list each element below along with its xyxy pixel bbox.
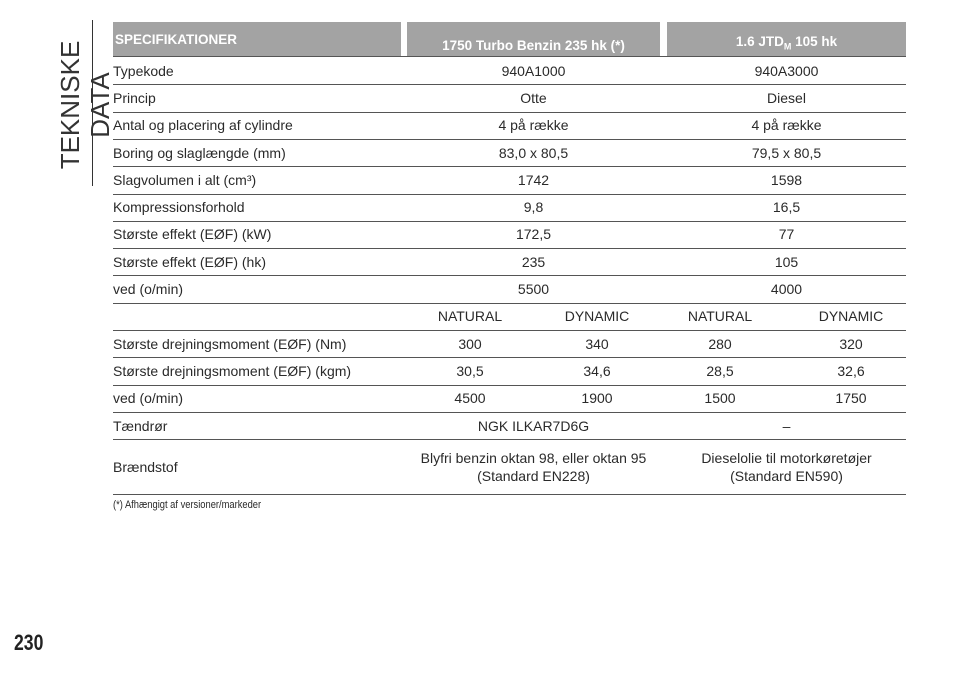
row-label: Princip (113, 89, 156, 106)
row-label: ved (o/min) (113, 281, 184, 298)
row-label: Kompressionsforhold (113, 199, 245, 216)
row-label: Største effekt (EØF) (kW) (113, 226, 272, 243)
row-value: Dieselolie til motorkøretøjer (Standard … (701, 449, 872, 484)
row-value: 4 på række (498, 117, 569, 134)
row-value: 83,0 x 80,5 (498, 144, 569, 161)
row-value: NGK ILKAR7D6G (477, 417, 590, 434)
row-rule (113, 84, 906, 86)
row-value: 16,5 (772, 199, 801, 216)
row-value: 30,5 (456, 362, 484, 379)
row-value: 9,8 (523, 199, 544, 216)
row-value: 34,6 (583, 362, 611, 379)
header-rule (113, 56, 906, 57)
row-rule (113, 302, 906, 304)
row-value: 4500 (454, 390, 486, 407)
row-value: 1742 (517, 171, 550, 188)
row-label: Største drejningsmoment (EØF) (kgm) (113, 362, 352, 379)
header-cell: 1750 Turbo Benzin 235 hk (*) (407, 22, 660, 56)
row-rule (113, 248, 906, 250)
row-value: 320 (839, 335, 863, 352)
row-value: 1500 (704, 390, 736, 407)
row-rule (113, 275, 906, 277)
row-value: 235 (521, 253, 546, 270)
row-rule (113, 384, 906, 386)
row-label: Brændstof (113, 458, 178, 475)
row-rule (113, 357, 906, 359)
header-col2-sub: M (783, 41, 792, 52)
row-value: 1750 (835, 390, 867, 407)
row-value: NATURAL (687, 308, 753, 325)
row-rule (113, 411, 906, 413)
header-cell: 1.6 JTDM 105 hk (667, 22, 906, 56)
header-cell: SPECIFIKATIONER (113, 22, 401, 56)
row-label: Typekode (113, 62, 174, 79)
header-col2: 1.6 JTDM 105 hk (667, 34, 906, 52)
row-value: 172,5 (515, 226, 552, 243)
row-value: 1900 (581, 390, 613, 407)
row-value: DYNAMIC (564, 308, 630, 325)
row-value: 940A3000 (754, 62, 819, 79)
row-value: 4 på række (751, 117, 822, 134)
header-col2-rest: 105 hk (795, 34, 838, 49)
header-col1: 1750 Turbo Benzin 235 hk (*) (442, 38, 625, 53)
row-rule (113, 193, 906, 195)
row-value: 4000 (770, 281, 803, 298)
row-rule (113, 439, 906, 441)
row-label: Slagvolumen i alt (cm³) (113, 171, 257, 188)
row-value: DYNAMIC (818, 308, 884, 325)
row-value: 280 (708, 335, 732, 352)
row-rule (113, 330, 906, 331)
row-value: 300 (458, 335, 482, 352)
row-value: 340 (585, 335, 609, 352)
row-value: 5500 (517, 281, 550, 298)
page-number: 230 (14, 630, 44, 655)
row-label: Boring og slaglængde (mm) (113, 144, 286, 161)
row-value: Otte (520, 89, 547, 106)
row-value: 32,6 (837, 362, 865, 379)
row-value: 79,5 x 80,5 (751, 144, 822, 161)
row-rule (113, 138, 906, 140)
row-value: Blyfri benzin oktan 98, eller oktan 95 (… (420, 449, 647, 484)
row-value: 77 (778, 226, 795, 243)
row-rule (113, 220, 906, 222)
row-label: Største effekt (EØF) (hk) (113, 253, 266, 270)
header-spec: SPECIFIKATIONER (115, 32, 238, 47)
row-value: 28,5 (706, 362, 734, 379)
row-label: Største drejningsmoment (EØF) (Nm) (113, 335, 347, 352)
row-label: ved (o/min) (113, 390, 184, 407)
row-rule (113, 111, 906, 113)
row-value: NATURAL (437, 308, 503, 325)
side-rule (92, 20, 93, 186)
row-rule (113, 166, 906, 168)
row-label: Tændrør (113, 417, 168, 434)
row-label: Antal og placering af cylindre (113, 117, 293, 134)
footnote: (*) Afhængigt af versioner/markeder (113, 499, 262, 511)
row-rule (113, 494, 906, 496)
row-value: 1598 (770, 171, 803, 188)
row-value: 940A1000 (501, 62, 566, 79)
header-col2-main: 1.6 JTD (735, 34, 784, 49)
row-value: – (782, 417, 791, 434)
row-value: 105 (774, 253, 799, 270)
side-title: TEKNISKE DATA (55, 40, 115, 170)
row-value: Diesel (767, 89, 806, 106)
